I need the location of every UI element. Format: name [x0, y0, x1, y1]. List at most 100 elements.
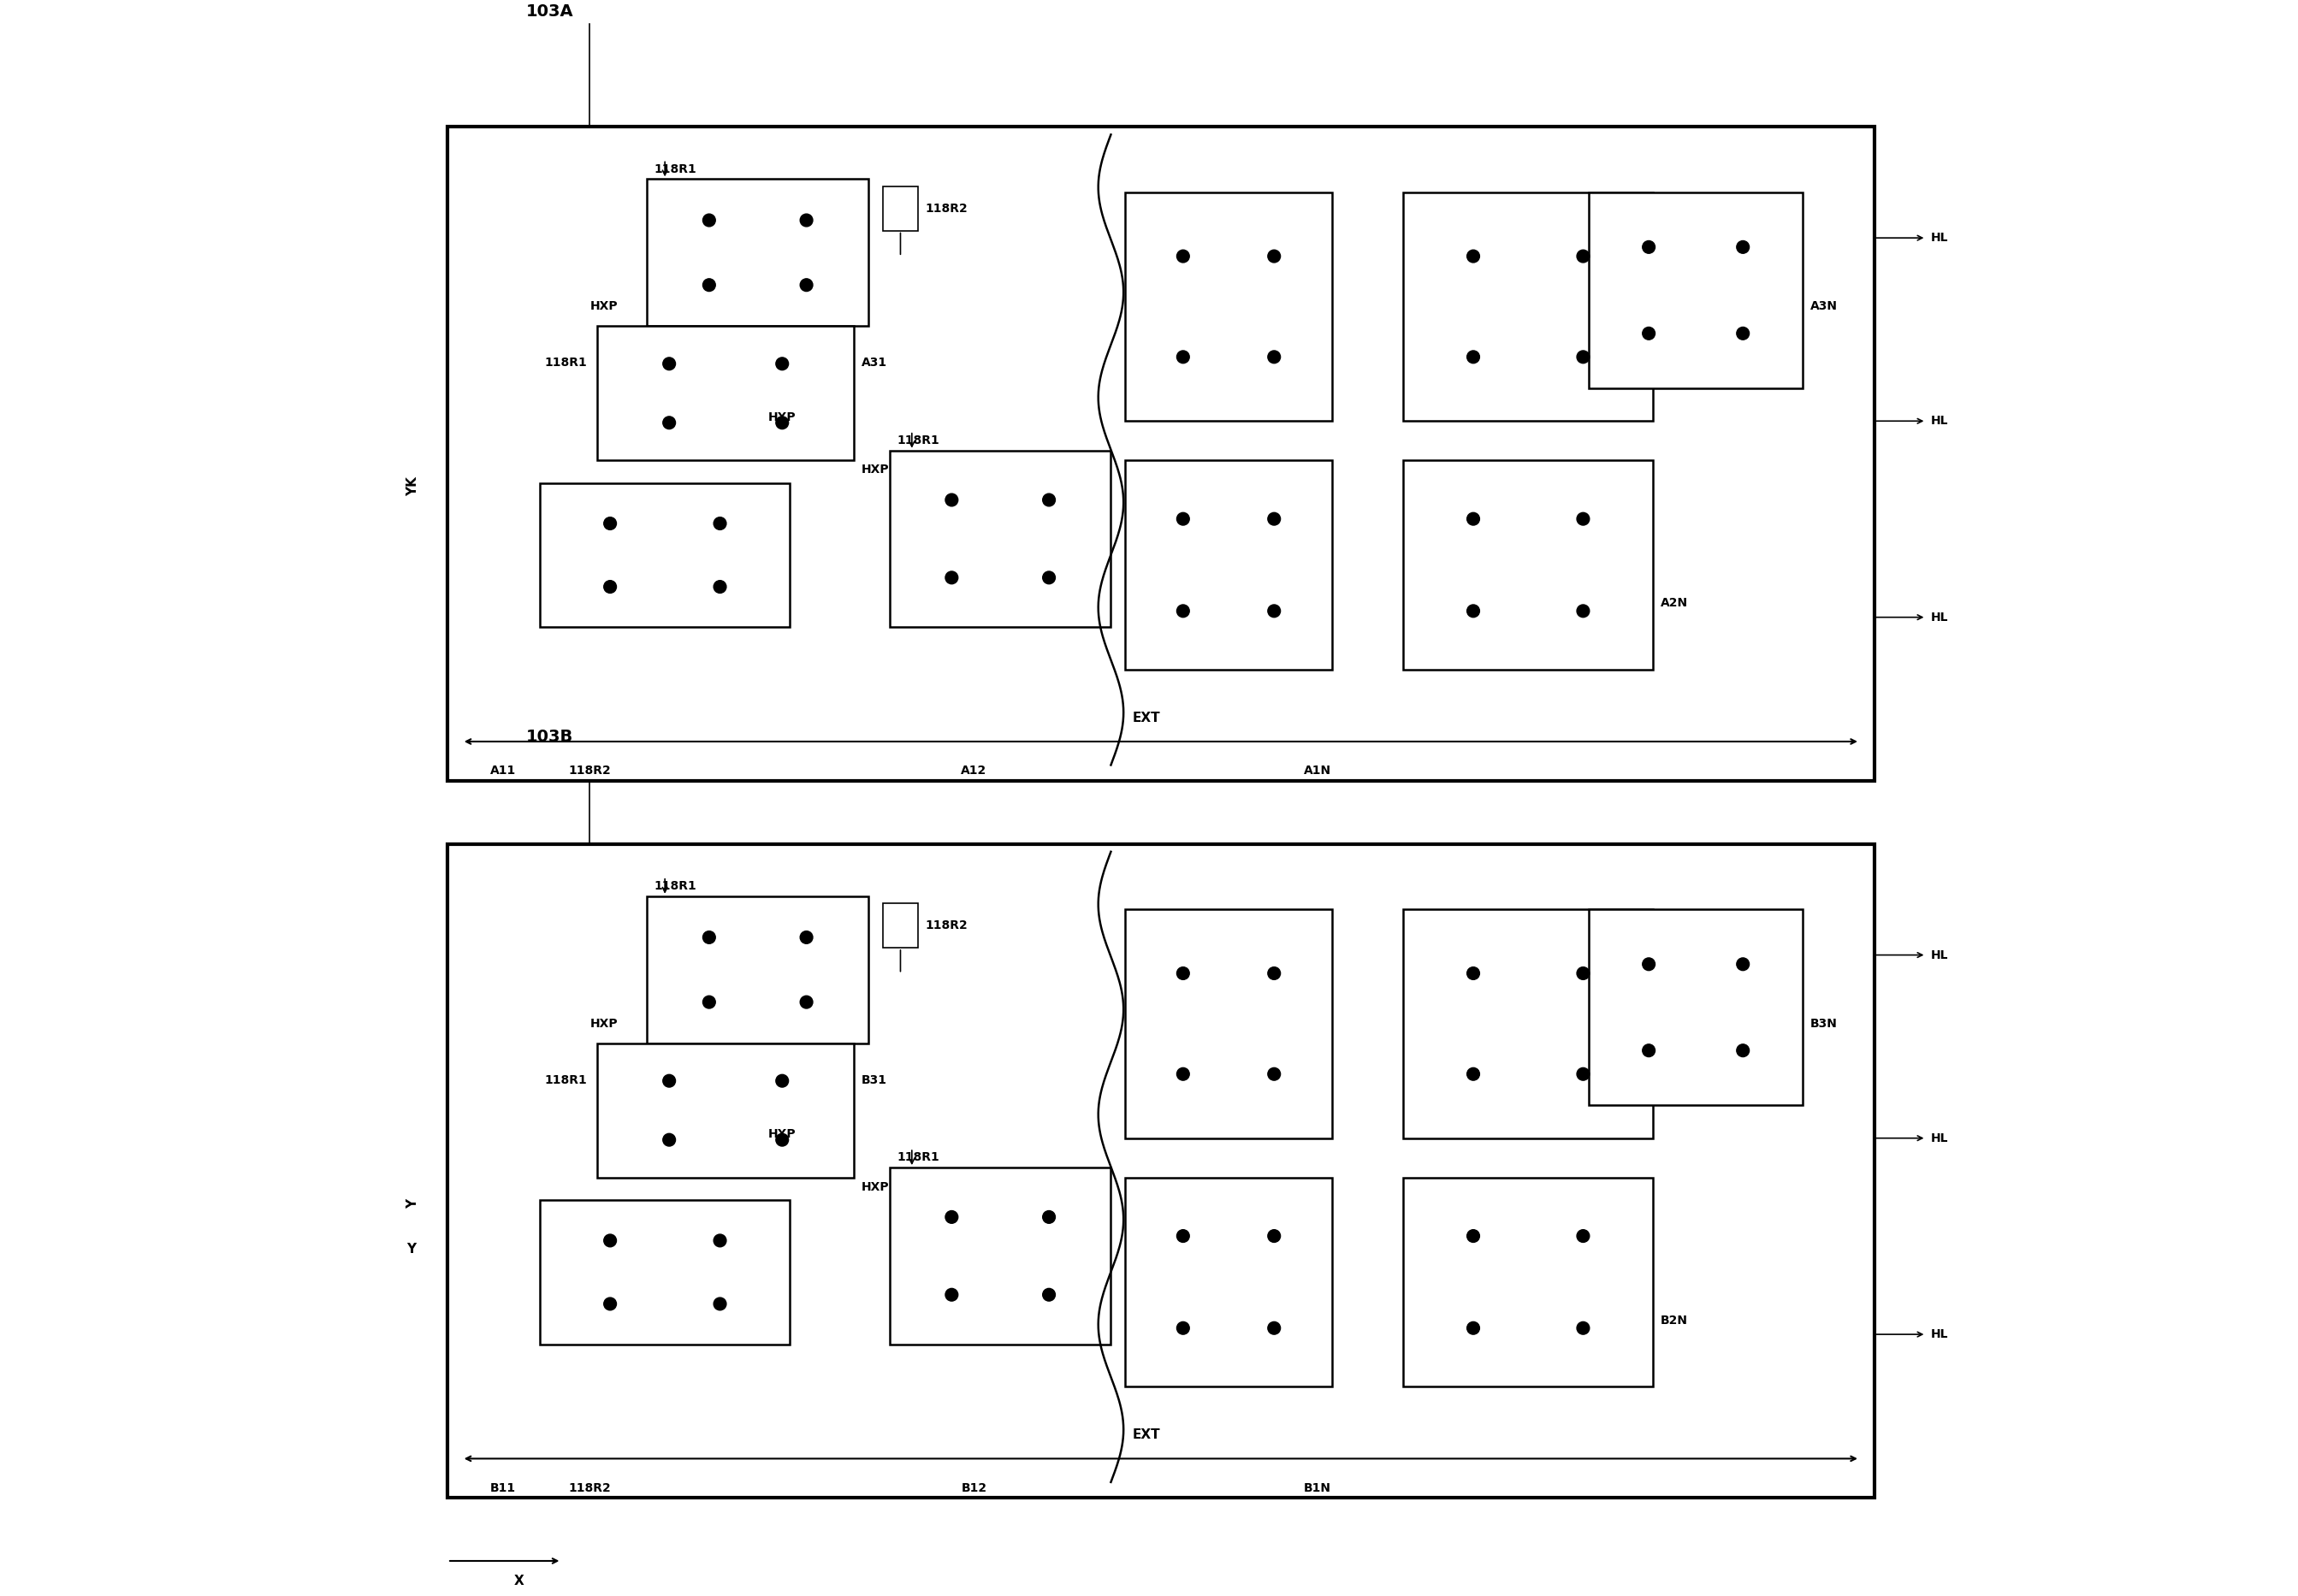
- Circle shape: [1576, 351, 1590, 364]
- Circle shape: [715, 1234, 726, 1246]
- Text: 118R2: 118R2: [676, 490, 719, 503]
- Circle shape: [1466, 967, 1480, 980]
- Circle shape: [1177, 251, 1190, 262]
- Text: 103B: 103B: [526, 728, 574, 745]
- Text: 118R2: 118R2: [926, 919, 967, 932]
- Circle shape: [1466, 1321, 1480, 1334]
- Circle shape: [777, 1133, 788, 1146]
- Text: HL: HL: [1930, 415, 1949, 428]
- Text: HXP: HXP: [591, 1018, 618, 1029]
- Circle shape: [1643, 958, 1655, 970]
- Circle shape: [1466, 605, 1480, 618]
- Text: 118R1: 118R1: [896, 1152, 940, 1163]
- Circle shape: [1737, 1044, 1749, 1057]
- Text: 118R1: 118R1: [545, 358, 586, 369]
- Circle shape: [604, 1298, 616, 1310]
- Text: HXP: HXP: [591, 300, 618, 313]
- Circle shape: [1466, 1068, 1480, 1080]
- Bar: [882, 187, 919, 230]
- Text: HXP: HXP: [768, 412, 797, 423]
- Circle shape: [715, 1298, 726, 1310]
- Circle shape: [800, 279, 813, 292]
- Circle shape: [944, 493, 958, 506]
- Text: 118R1: 118R1: [896, 434, 940, 447]
- Circle shape: [1268, 251, 1280, 262]
- Text: EXT: EXT: [1133, 1428, 1160, 1441]
- Text: 118R2: 118R2: [676, 1207, 719, 1219]
- Circle shape: [662, 1133, 676, 1146]
- Text: A12: A12: [961, 764, 986, 777]
- Circle shape: [703, 279, 715, 292]
- Text: B11: B11: [489, 1483, 517, 1494]
- Circle shape: [1576, 512, 1590, 525]
- Text: HXP: HXP: [768, 1128, 797, 1140]
- Bar: [889, 1168, 1110, 1344]
- Text: Y: Y: [407, 1199, 418, 1208]
- Circle shape: [1268, 512, 1280, 525]
- Circle shape: [1177, 1068, 1190, 1080]
- Circle shape: [1177, 605, 1190, 618]
- Circle shape: [1177, 512, 1190, 525]
- Circle shape: [703, 996, 715, 1009]
- Circle shape: [777, 417, 788, 429]
- Text: 118R1: 118R1: [655, 163, 696, 176]
- Text: B2N: B2N: [1659, 1315, 1687, 1326]
- Circle shape: [1268, 967, 1280, 980]
- Circle shape: [715, 581, 726, 594]
- Circle shape: [1466, 351, 1480, 364]
- Circle shape: [1466, 512, 1480, 525]
- Circle shape: [1737, 241, 1749, 254]
- Text: A1N: A1N: [1303, 764, 1331, 777]
- Text: HL: HL: [1930, 1328, 1949, 1341]
- Circle shape: [662, 358, 676, 370]
- Bar: [1404, 910, 1652, 1138]
- Text: Y: Y: [407, 1243, 416, 1256]
- Circle shape: [1737, 958, 1749, 970]
- Bar: [1404, 460, 1652, 670]
- Text: B31: B31: [862, 1074, 887, 1087]
- Text: HL: HL: [1930, 611, 1949, 624]
- Bar: [448, 844, 1875, 1499]
- Text: A21: A21: [604, 490, 630, 503]
- Text: HXP: HXP: [862, 1181, 889, 1194]
- Circle shape: [703, 214, 715, 227]
- Text: B3N: B3N: [1811, 1018, 1838, 1029]
- Circle shape: [1043, 493, 1055, 506]
- Text: 118R1: 118R1: [655, 879, 696, 892]
- Circle shape: [1576, 1321, 1590, 1334]
- Bar: [882, 903, 919, 948]
- Text: A11: A11: [489, 764, 517, 777]
- Circle shape: [604, 1234, 616, 1246]
- Circle shape: [1043, 1288, 1055, 1301]
- Bar: [648, 179, 869, 326]
- Text: A31: A31: [862, 358, 887, 369]
- Text: 118R2: 118R2: [926, 203, 967, 214]
- Circle shape: [1268, 605, 1280, 618]
- Text: YK: YK: [407, 477, 418, 496]
- Bar: [889, 450, 1110, 627]
- Circle shape: [1043, 1211, 1055, 1223]
- Bar: [540, 1200, 791, 1344]
- Text: EXT: EXT: [1133, 712, 1160, 725]
- Circle shape: [1177, 1229, 1190, 1242]
- Circle shape: [800, 214, 813, 227]
- Bar: [1126, 1178, 1333, 1387]
- Text: 118R1: 118R1: [545, 1074, 586, 1087]
- Text: 103A: 103A: [526, 3, 574, 19]
- Circle shape: [1466, 1229, 1480, 1242]
- Circle shape: [662, 417, 676, 429]
- Circle shape: [1268, 351, 1280, 364]
- Bar: [1588, 910, 1804, 1106]
- Text: HL: HL: [1930, 231, 1949, 244]
- Circle shape: [1268, 1068, 1280, 1080]
- Text: HL: HL: [1930, 950, 1949, 961]
- Text: 118R2: 118R2: [568, 1483, 611, 1494]
- Circle shape: [1268, 1321, 1280, 1334]
- Bar: [1404, 1178, 1652, 1387]
- Circle shape: [944, 1288, 958, 1301]
- Text: X: X: [515, 1574, 524, 1586]
- Text: 118R2: 118R2: [568, 764, 611, 777]
- Bar: [1126, 910, 1333, 1138]
- Circle shape: [1268, 1229, 1280, 1242]
- Circle shape: [944, 571, 958, 584]
